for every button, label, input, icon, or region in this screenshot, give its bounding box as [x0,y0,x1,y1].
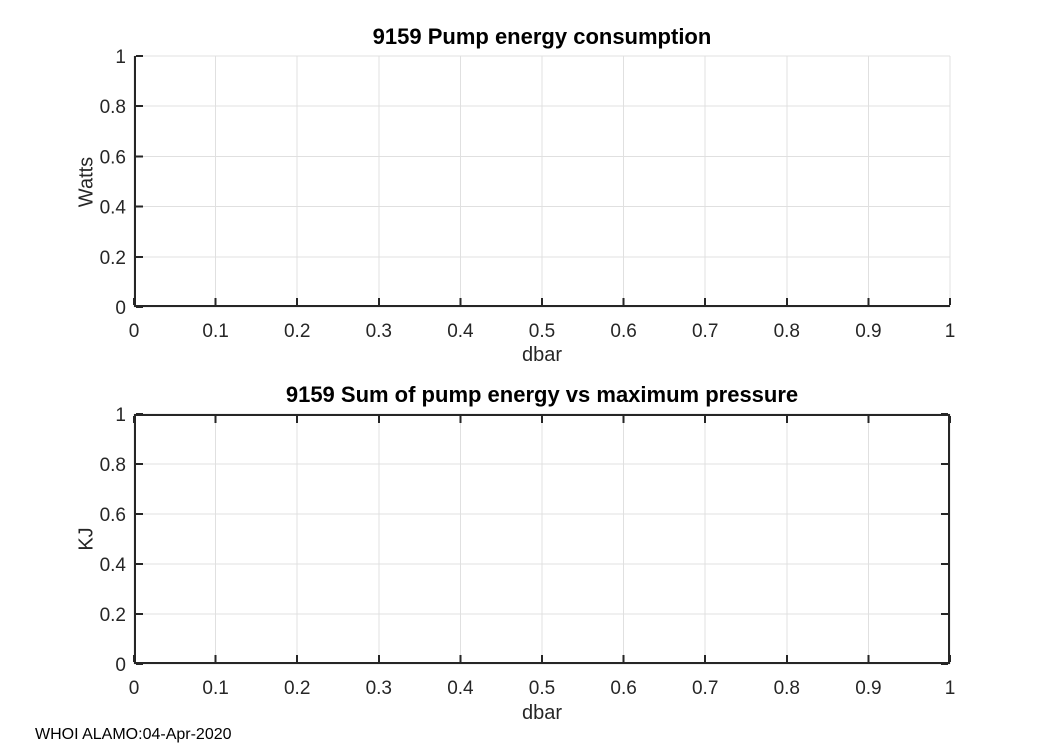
y-tick-label: 0.8 [100,97,126,118]
x-tick-label: 0.6 [610,321,636,342]
x-tick-label: 0.5 [529,678,555,699]
watermark-text: WHOI ALAMO:04-Apr-2020 [35,726,232,743]
x-tick-label: 0.3 [366,321,392,342]
chart2-plot-area: 0 0.1 0.2 0.3 0.4 0.5 0.6 0.7 0.8 0.9 1 0 0.2 0.4 0.6 0… [100,405,956,699]
x-tick-label: 0.6 [610,678,636,699]
chart1-title: 9159 Pump energy consumption [372,24,712,49]
y-tick-label: 0 [115,655,126,676]
x-tick-label: 0.1 [202,321,228,342]
y-tick-label: 0.8 [100,455,126,476]
x-tick-label: 0.4 [447,678,474,699]
chart1-x-axis-label: dbar [521,344,563,366]
x-tick-label: 0.1 [202,678,228,699]
x-tick-label: 0.9 [855,321,881,342]
y-tick-label: 1 [115,405,126,426]
x-tick-label: 0.8 [774,321,800,342]
x-tick-label: 0 [129,678,140,699]
y-tick-label: 0.6 [100,505,126,526]
chart2-x-axis-label: dbar [521,702,563,724]
y-tick-label: 0.4 [100,198,127,219]
axes-box [134,414,950,664]
x-tick-label: 0.8 [774,678,800,699]
y-tick-label: 0.6 [100,147,126,168]
x-tick-label: 0.2 [284,678,310,699]
x-tick-label: 0.5 [529,321,555,342]
y-tick-label: 0.2 [100,605,126,626]
y-tick-label: 0 [115,298,126,319]
chart2-title: 9159 Sum of pump energy vs maximum press… [285,382,799,407]
y-tick-label: 0.4 [100,555,127,576]
x-tick-label: 0.7 [692,678,718,699]
x-tick-label: 0 [129,321,140,342]
x-tick-label: 0.4 [447,321,474,342]
x-tick-label: 0.2 [284,321,310,342]
chart2-y-axis-label: KJ [75,527,98,551]
y-tick-label: 0.2 [100,248,126,269]
y-tick-label: 1 [115,47,126,68]
x-tick-label: 0.9 [855,678,881,699]
x-tick-label: 1 [945,678,956,699]
x-tick-label: 0.7 [692,321,718,342]
chart1-y-axis-label: Watts [75,156,98,208]
x-tick-label: 0.3 [366,678,392,699]
x-tick-label: 1 [945,321,956,342]
chart1-plot-area: 0 0.1 0.2 0.3 0.4 0.5 0.6 0.7 0.8 0.9 1 0 0.2 0.4 0.6 0… [100,47,956,342]
